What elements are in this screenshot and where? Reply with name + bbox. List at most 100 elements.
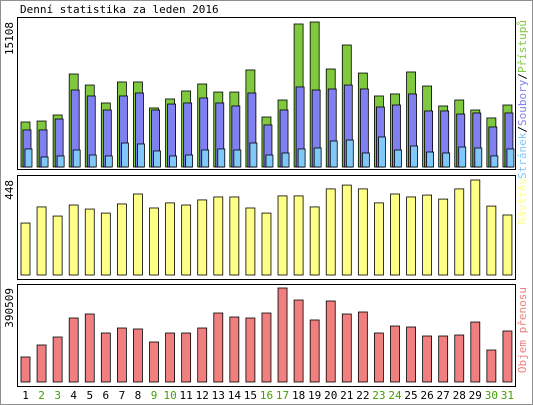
bar	[213, 196, 224, 276]
bar	[84, 208, 95, 276]
bar	[502, 330, 513, 383]
bar	[293, 299, 304, 383]
bar	[454, 188, 465, 276]
bar	[88, 154, 97, 168]
bar	[390, 193, 400, 276]
x-tick-label: 2	[38, 389, 45, 402]
x-tick-label: 15	[244, 389, 257, 402]
bar	[374, 332, 384, 383]
x-tick-label: 31	[501, 389, 514, 402]
x-tick-label: 21	[340, 389, 353, 402]
y-tick-label: 448	[3, 180, 16, 200]
bar	[265, 154, 274, 168]
bar	[394, 149, 402, 168]
bar	[345, 139, 354, 168]
bar	[213, 312, 224, 383]
bar	[277, 287, 288, 383]
bar	[229, 316, 240, 383]
x-tick-label: 11	[180, 389, 193, 402]
legend-entry: Objem přenosu	[516, 287, 529, 373]
legend-entry: Soubory	[516, 79, 529, 126]
legend-separator: /	[516, 126, 529, 133]
legend: Objem přenosu	[516, 287, 529, 373]
bar	[100, 332, 111, 383]
bar	[104, 155, 113, 168]
bar	[201, 149, 210, 168]
bar	[68, 204, 79, 276]
bar	[293, 195, 304, 276]
bar	[100, 212, 111, 276]
bar	[133, 328, 143, 383]
bar	[233, 149, 242, 168]
x-tick-label: 7	[119, 389, 126, 402]
x-tick-label: 27	[437, 389, 450, 402]
bar	[378, 136, 386, 168]
x-tick-label: 8	[135, 389, 142, 402]
bar	[506, 148, 515, 168]
bar	[442, 152, 451, 168]
legend-entry: Stránek	[516, 132, 529, 179]
y-tick-label: 15108	[3, 22, 16, 55]
bar	[137, 143, 145, 168]
bar	[261, 312, 272, 383]
bar	[165, 332, 175, 383]
bar	[422, 335, 433, 383]
bar	[197, 327, 208, 383]
x-tick-label: 24	[388, 389, 402, 402]
bar	[470, 179, 481, 276]
bar	[458, 146, 467, 168]
bar	[52, 336, 63, 383]
legend-entry: Přístupů	[516, 20, 529, 73]
x-tick-label: 13	[212, 389, 225, 402]
bar	[20, 222, 31, 276]
bar	[229, 196, 240, 276]
bar	[153, 150, 161, 168]
bar	[133, 193, 143, 276]
x-tick-label: 4	[70, 389, 77, 402]
bar	[486, 349, 497, 383]
x-tick-label: 30	[485, 389, 498, 402]
bar	[261, 212, 272, 276]
bar	[181, 332, 192, 383]
bar	[297, 148, 306, 168]
bar	[245, 317, 256, 383]
x-tick-label: 29	[469, 389, 482, 402]
bar	[277, 195, 288, 276]
bar	[120, 142, 129, 168]
legend: Stránek/Soubory/Přístupů	[516, 20, 529, 179]
x-tick-label: 1	[22, 389, 29, 402]
bar	[84, 313, 95, 383]
bar	[329, 140, 338, 168]
bar	[357, 188, 368, 276]
bar	[422, 194, 433, 276]
x-tick-label: 17	[276, 389, 289, 402]
bar	[149, 207, 159, 276]
x-tick-label: 9	[151, 389, 158, 402]
bar	[454, 334, 465, 383]
bar	[56, 155, 65, 168]
bar	[490, 155, 499, 168]
bar	[390, 325, 400, 383]
x-tick-label: 6	[103, 389, 110, 402]
x-tick-label: 18	[292, 389, 305, 402]
bar	[325, 188, 336, 276]
bar	[406, 196, 416, 276]
x-tick-label: 12	[196, 389, 209, 402]
bar	[249, 142, 258, 168]
bar	[68, 317, 79, 383]
y-tick-label: 390509	[3, 288, 16, 328]
bar	[217, 148, 226, 168]
bar	[406, 326, 416, 383]
bar	[502, 214, 513, 276]
bar	[325, 300, 336, 383]
bar	[169, 155, 177, 168]
x-tick-label: 5	[86, 389, 93, 402]
bar	[438, 198, 449, 276]
bar	[149, 341, 159, 383]
bar	[36, 344, 47, 383]
bar	[24, 148, 33, 168]
x-tick-label: 26	[420, 389, 433, 402]
x-tick-label: 23	[372, 389, 385, 402]
x-tick-label: 19	[308, 389, 321, 402]
bar	[341, 184, 352, 276]
